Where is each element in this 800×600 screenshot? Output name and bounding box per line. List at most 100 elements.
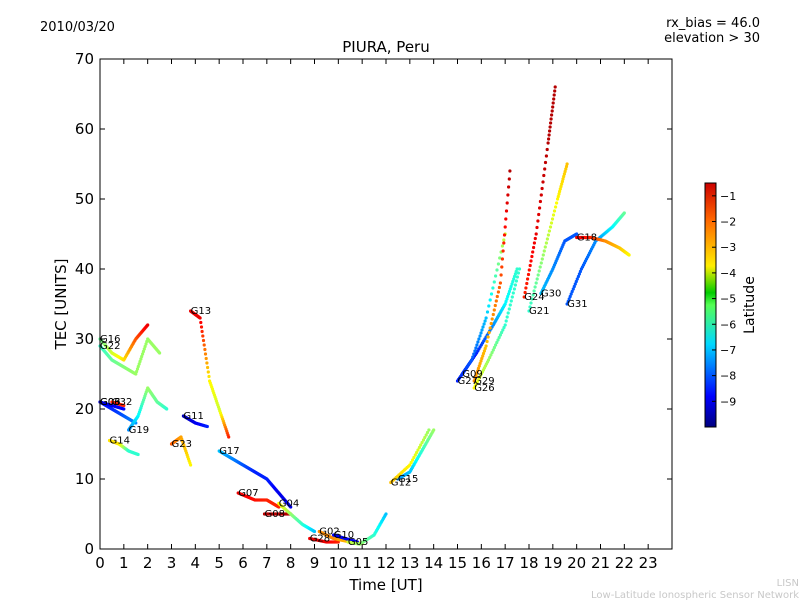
prn-label: G16 — [100, 334, 120, 345]
x-tick-label: 23 — [639, 554, 658, 572]
data-point — [526, 277, 530, 281]
data-point — [289, 505, 293, 509]
data-point — [478, 361, 482, 366]
data-point — [507, 292, 511, 296]
data-point — [509, 299, 513, 303]
data-point — [493, 303, 497, 308]
data-point — [139, 357, 143, 361]
data-point — [545, 237, 550, 241]
data-point — [496, 290, 500, 294]
data-point — [312, 529, 317, 534]
x-tick-label: 16 — [472, 554, 491, 572]
x-axis-ticks: 0 1 2 3 4 5 6 7 8 9 10 11 12 13 14 15 16 17 18 19 20 21 22 23 — [95, 59, 658, 572]
series-G32 — [110, 400, 126, 408]
data-point — [137, 362, 141, 366]
data-point — [527, 268, 531, 272]
data-point — [564, 167, 568, 171]
series-G28 — [308, 536, 340, 544]
data-point — [198, 316, 202, 320]
y-tick-label: 0 — [84, 540, 94, 558]
series-G12 — [389, 428, 431, 485]
series-G23 — [169, 435, 193, 467]
y-tick-label: 30 — [75, 330, 94, 348]
data-point — [476, 340, 480, 344]
data-point — [502, 325, 506, 330]
data-point — [482, 349, 486, 353]
data-point — [138, 359, 142, 364]
data-point — [575, 232, 579, 236]
data-point — [549, 117, 553, 121]
x-tick-label: 10 — [329, 554, 348, 572]
network-watermark: Low-Latitude Ionospheric Sensor Network — [591, 590, 799, 600]
data-point — [508, 303, 512, 307]
data-point — [500, 257, 504, 261]
data-point — [575, 277, 579, 281]
data-point — [526, 272, 531, 277]
x-tick-label: 15 — [448, 554, 467, 572]
data-point — [488, 298, 492, 302]
data-point — [512, 287, 517, 291]
data-point — [502, 241, 506, 245]
data-point — [409, 460, 413, 465]
data-point — [500, 330, 504, 335]
data-point — [140, 354, 144, 359]
data-point — [477, 364, 481, 368]
data-point — [573, 282, 577, 286]
data-point — [543, 245, 547, 249]
data-point — [486, 358, 491, 362]
y-tick-label: 60 — [75, 120, 94, 138]
data-point — [502, 238, 506, 242]
prn-label: G31 — [567, 299, 587, 310]
data-point — [470, 358, 474, 362]
data-point — [537, 269, 541, 273]
series-G17 — [217, 449, 293, 509]
x-tick-label: 22 — [615, 554, 634, 572]
series-G29 — [472, 169, 512, 383]
data-point — [513, 272, 518, 276]
data-point — [529, 301, 533, 305]
prn-label: G32 — [112, 397, 132, 408]
x-tick-label: 2 — [143, 554, 153, 572]
data-point — [142, 347, 146, 351]
elevation-label: elevation > 30 — [664, 31, 760, 46]
data-point — [205, 361, 209, 365]
y-tick-label: 40 — [75, 260, 94, 278]
prn-label: G12 — [391, 478, 411, 489]
x-tick-label: 12 — [376, 554, 395, 572]
data-point — [500, 244, 504, 248]
data-point — [550, 109, 554, 113]
data-point — [488, 355, 492, 360]
x-tick-label: 13 — [400, 554, 419, 572]
data-point — [489, 321, 493, 326]
data-point — [141, 352, 145, 356]
data-point — [534, 281, 538, 285]
prn-label-layer: G16G22G06G03G32G14G19G23G11G13G17G07G08G… — [100, 233, 597, 549]
data-point — [411, 458, 415, 462]
data-point — [523, 290, 527, 295]
series-G19 — [127, 386, 169, 432]
prn-label: G04 — [279, 499, 299, 510]
data-point — [531, 250, 535, 254]
data-point — [527, 309, 531, 313]
x-tick-label: 0 — [95, 554, 105, 572]
data-point — [558, 187, 562, 191]
x-tick-label: 11 — [353, 554, 372, 572]
series-G03 — [98, 400, 126, 411]
series-G31 — [565, 211, 626, 306]
series-G05 — [346, 512, 388, 546]
data-point — [524, 286, 528, 290]
data-point — [474, 346, 478, 350]
data-point — [522, 295, 526, 299]
data-point — [550, 113, 554, 117]
data-point — [532, 241, 537, 245]
data-point — [412, 455, 416, 460]
data-point — [512, 274, 517, 279]
data-point — [533, 285, 537, 289]
prn-label: G08 — [265, 509, 285, 520]
data-point — [494, 343, 498, 347]
data-point — [510, 295, 514, 299]
data-point — [484, 344, 488, 348]
data-point — [529, 259, 533, 263]
data-point — [134, 372, 138, 376]
data-point — [577, 272, 582, 276]
